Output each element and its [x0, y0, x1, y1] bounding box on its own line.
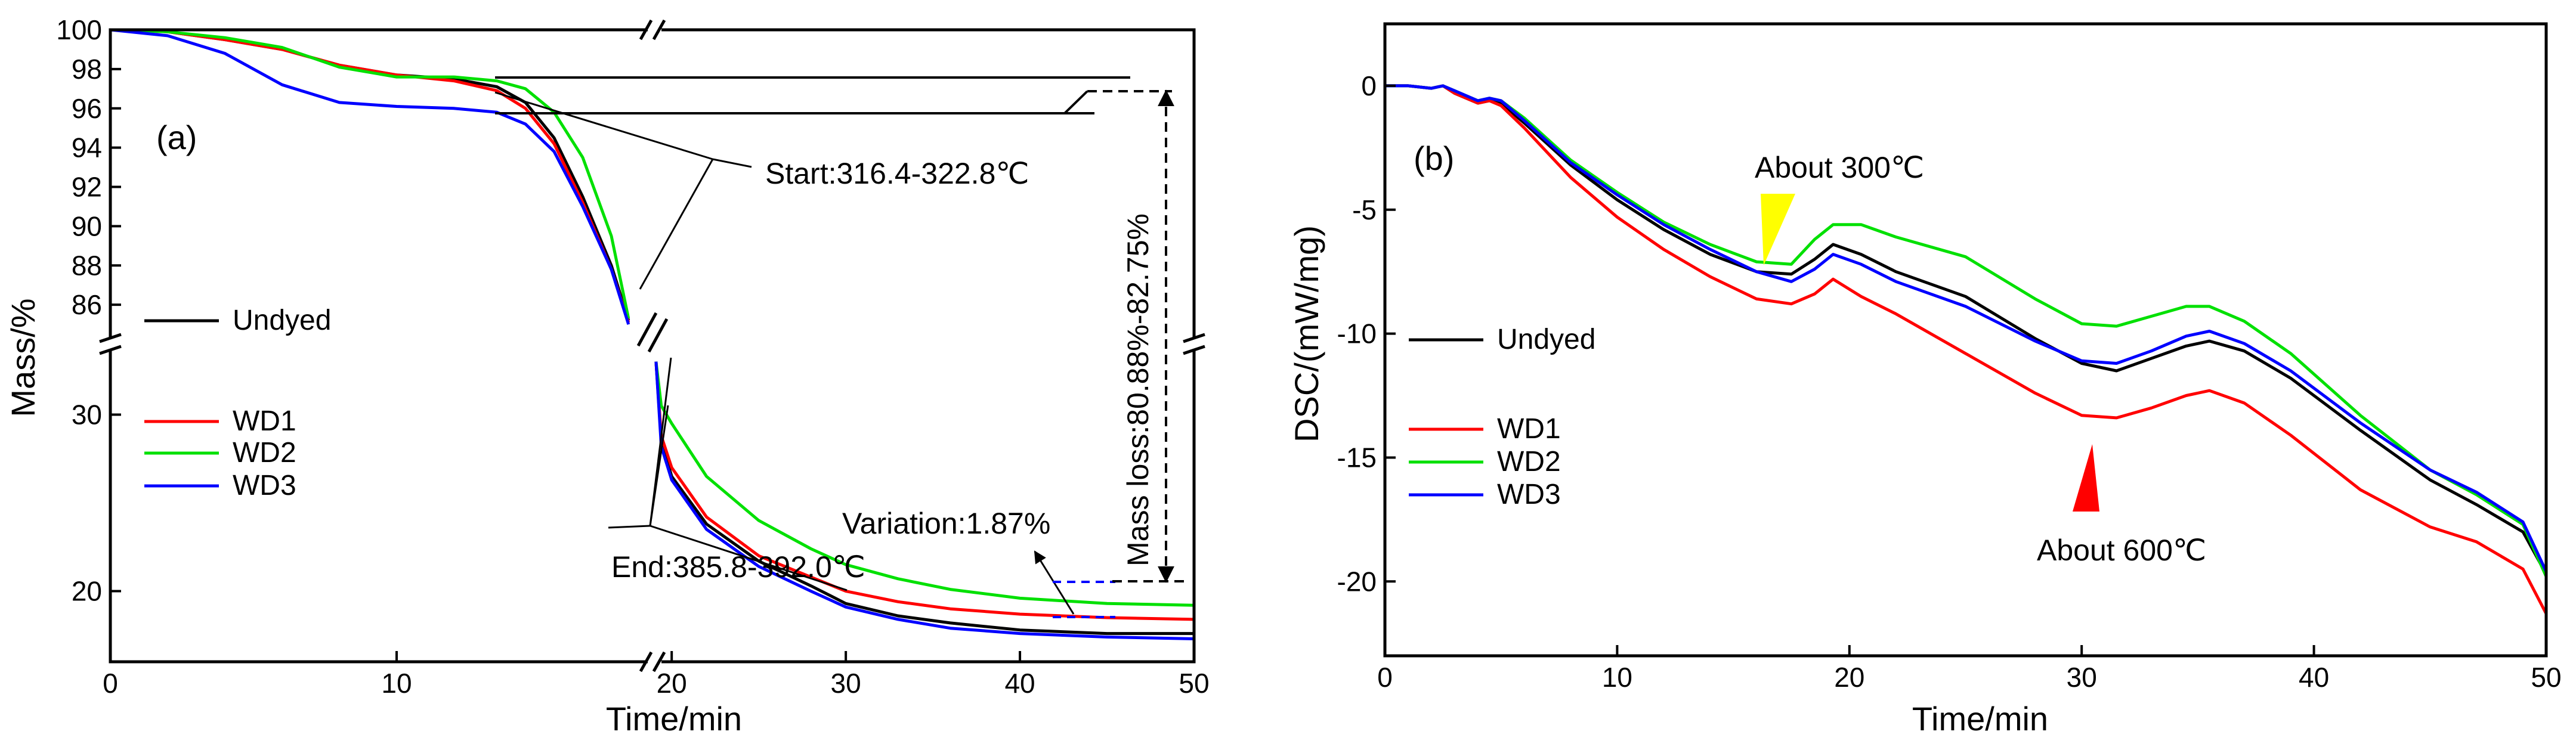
x-tick-label: 40 — [2299, 662, 2329, 693]
legend-label-undyed: Undyed — [1497, 324, 1595, 355]
x-tick-label: 0 — [103, 668, 118, 699]
y-tick-label: 100 — [56, 14, 102, 45]
legend-label-wd1: WD1 — [233, 405, 296, 437]
end-callout-line-4 — [608, 525, 651, 529]
start-annotation: Start:316.4-322.8℃ — [765, 157, 1029, 190]
panel-b-xlabel: Time/min — [1912, 700, 2048, 737]
start-callout-line-3 — [712, 158, 752, 168]
series-wd2-lower — [654, 361, 1195, 607]
y-tick-label: -5 — [1352, 194, 1377, 225]
panel-a-ylabel: Mass/% — [4, 298, 42, 417]
ref-line-connector — [1063, 90, 1088, 114]
panel-b-ticks: 0 10 20 30 40 50 0 -5 -10 -15 -20 — [1337, 70, 2562, 693]
panel-a-lower-series — [654, 361, 1195, 640]
series-undyed-lower — [654, 361, 1194, 636]
y-tick-label: -15 — [1337, 442, 1377, 473]
panel-a: 0 10 20 30 40 50 86 88 90 92 94 96 98 100 20 30 Start:3… — [4, 14, 1210, 737]
x-tick-label: 40 — [1004, 668, 1035, 699]
panel-b-frame — [1383, 22, 2548, 658]
legend-label-wd2: WD2 — [1497, 446, 1561, 478]
series-wd3 — [1385, 84, 2546, 572]
series-wd3-lower — [654, 361, 1195, 640]
x-tick-label: 30 — [2067, 662, 2097, 693]
panel-b-label: (b) — [1414, 140, 1454, 177]
x-tick-label: 10 — [1602, 662, 1632, 693]
y-tick-label: -20 — [1337, 566, 1377, 597]
legend-label-undyed: Undyed — [233, 305, 331, 336]
y-tick-label: -10 — [1337, 318, 1377, 349]
y-tick-label: 0 — [1361, 70, 1377, 101]
panel-a-label: (a) — [156, 119, 197, 156]
panel-a-upper-series — [110, 30, 630, 325]
panel-a-xlabel: Time/min — [606, 700, 742, 737]
x-tick-label: 50 — [1179, 668, 1209, 699]
legend-label-wd3: WD3 — [233, 470, 296, 501]
curve-break-upper — [636, 312, 669, 353]
legend-label-wd1: WD1 — [1497, 413, 1561, 445]
series-wd3-upper — [110, 30, 630, 325]
x-axis-break-top — [639, 19, 666, 41]
about-300-annotation: About 300℃ — [1755, 151, 1924, 184]
y-tick-label: 94 — [72, 132, 102, 163]
y-tick-label: 88 — [72, 250, 102, 281]
x-tick-label: 30 — [831, 668, 861, 699]
variation-annotation: Variation:1.87% — [842, 507, 1050, 540]
y-tick-label: 90 — [72, 210, 102, 241]
end-annotation: End:385.8-392.0℃ — [611, 550, 865, 584]
y-axis-break-left — [99, 333, 122, 355]
x-tick-label: 50 — [2531, 662, 2561, 693]
x-tick-label: 20 — [657, 668, 687, 699]
panel-b: 0 10 20 30 40 50 0 -5 -10 -15 -20 (b) About 300℃ A… — [1288, 22, 2562, 737]
series-wd1-upper — [110, 30, 630, 323]
y-tick-label: 20 — [72, 576, 102, 607]
legend-label-wd3: WD3 — [1497, 479, 1561, 510]
panel-b-ylabel: DSC/(mW/mg) — [1288, 225, 1325, 442]
y-tick-label: 98 — [72, 54, 102, 85]
y-tick-label: 96 — [72, 93, 102, 124]
variation-markers — [1053, 581, 1115, 618]
panel-a-ticks: 0 10 20 30 40 50 86 88 90 92 94 96 98 100 20 30 — [56, 14, 1209, 699]
series-wd1 — [1385, 84, 2546, 615]
legend-label-wd2: WD2 — [233, 437, 296, 469]
about-600-annotation: About 600℃ — [2037, 534, 2206, 567]
y-tick-label: 86 — [72, 289, 102, 320]
x-tick-label: 10 — [381, 668, 412, 699]
about-600-marker — [2073, 444, 2099, 512]
x-axis-break-bottom — [639, 651, 666, 672]
y-tick-label: 30 — [72, 399, 102, 430]
x-tick-label: 0 — [1377, 662, 1393, 693]
series-wd2-upper — [110, 30, 630, 319]
start-callout-line-2 — [639, 159, 714, 290]
about-300-marker — [1761, 194, 1795, 265]
end-callout-line-2 — [649, 357, 672, 526]
x-tick-label: 20 — [1834, 662, 1864, 693]
start-callout-line-1 — [494, 91, 713, 160]
y-axis-break-right — [1183, 333, 1205, 355]
panel-b-series — [1385, 84, 2546, 615]
mass-loss-annotation: Mass loss:80.88%-82.75% — [1121, 213, 1155, 566]
end-callout-line-3 — [650, 525, 848, 591]
y-tick-label: 92 — [72, 172, 102, 203]
